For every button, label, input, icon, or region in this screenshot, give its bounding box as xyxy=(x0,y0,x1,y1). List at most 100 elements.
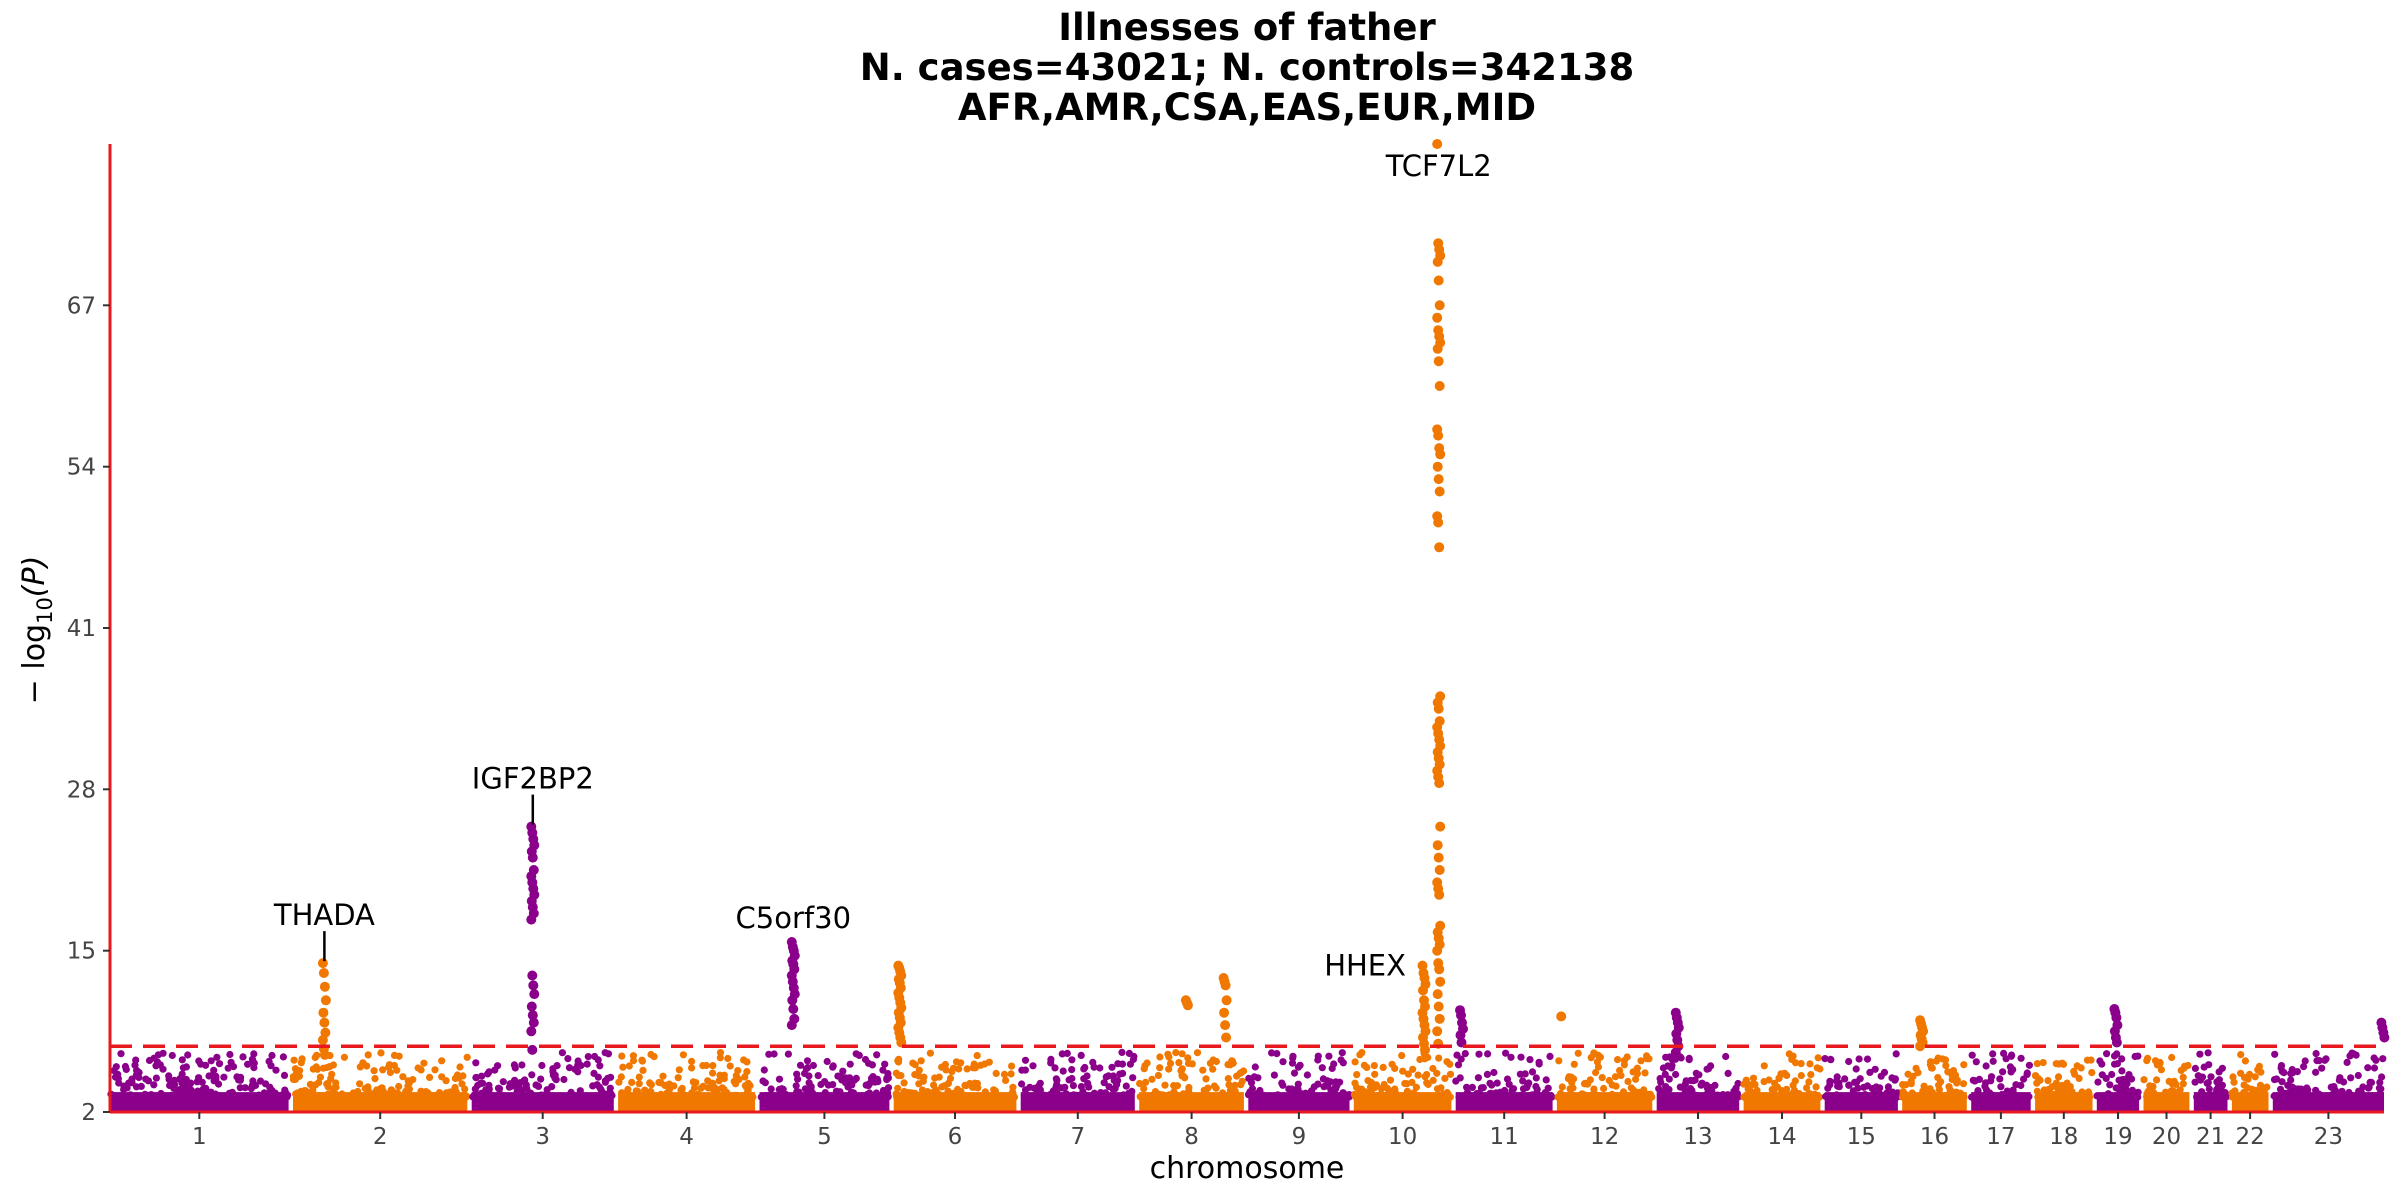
background-point xyxy=(846,1074,854,1082)
peak-point xyxy=(527,852,538,863)
background-point xyxy=(1971,1077,1979,1085)
background-point xyxy=(2118,1055,2126,1063)
background-point xyxy=(843,1093,851,1101)
background-point xyxy=(2128,1086,2136,1094)
background-point xyxy=(208,1092,216,1100)
peak-point xyxy=(527,1044,538,1055)
background-point xyxy=(1429,1092,1437,1100)
background-point xyxy=(723,1093,731,1101)
background-point xyxy=(451,1083,459,1092)
background-point xyxy=(485,1089,493,1097)
background-point xyxy=(412,1093,420,1101)
chart-title: Illnesses of father N. cases=43021; N. c… xyxy=(860,6,1634,129)
background-point xyxy=(1681,1080,1689,1088)
background-point xyxy=(1468,1083,1476,1091)
background-point xyxy=(1502,1049,1510,1057)
background-point xyxy=(987,1092,996,1101)
background-point xyxy=(663,1093,672,1101)
background-point xyxy=(1130,1052,1138,1061)
background-point xyxy=(1541,1089,1549,1097)
background-point xyxy=(1791,1093,1799,1101)
background-point xyxy=(1855,1055,1863,1063)
peak-point xyxy=(1434,300,1445,311)
background-point xyxy=(111,1073,120,1081)
y-tick-label: 2 xyxy=(81,1100,96,1126)
peak-point xyxy=(1434,778,1445,789)
background-point xyxy=(438,1057,446,1065)
background-point xyxy=(601,1077,610,1085)
background-point xyxy=(555,1092,563,1100)
background-point xyxy=(720,1075,728,1083)
background-point xyxy=(1492,1089,1500,1097)
background-point xyxy=(1083,1072,1091,1080)
background-point xyxy=(2103,1050,2111,1058)
background-point xyxy=(2240,1073,2249,1082)
background-point xyxy=(132,1056,140,1064)
background-point xyxy=(1250,1073,1258,1081)
background-point xyxy=(2193,1093,2201,1101)
background-point xyxy=(1954,1093,1963,1101)
background-point xyxy=(1633,1070,1641,1078)
background-point xyxy=(1503,1075,1512,1083)
background-point xyxy=(195,1057,203,1065)
background-point xyxy=(2024,1093,2032,1101)
background-point xyxy=(2008,1093,2016,1101)
background-point xyxy=(2376,1078,2384,1086)
background-point xyxy=(564,1055,572,1063)
background-point xyxy=(1339,1059,1347,1067)
background-point xyxy=(1021,1066,1029,1074)
background-point xyxy=(992,1069,1000,1077)
background-point xyxy=(1184,1091,1192,1099)
background-point xyxy=(456,1063,464,1071)
background-point xyxy=(963,1065,971,1073)
background-point xyxy=(128,1075,136,1083)
background-point xyxy=(207,1057,215,1065)
background-point xyxy=(884,1070,892,1078)
background-point xyxy=(1008,1062,1016,1070)
background-point xyxy=(2008,1051,2016,1059)
background-point xyxy=(1371,1070,1379,1078)
x-tick-label: 5 xyxy=(817,1124,832,1150)
background-point xyxy=(1351,1079,1359,1087)
background-point xyxy=(2039,1059,2047,1067)
background-point xyxy=(2058,1059,2066,1067)
background-point xyxy=(356,1063,364,1071)
background-point xyxy=(386,1068,394,1077)
background-point xyxy=(1164,1050,1172,1058)
background-point xyxy=(182,1075,190,1084)
background-point xyxy=(1997,1083,2005,1091)
background-point xyxy=(1719,1093,1727,1101)
background-point xyxy=(1409,1065,1417,1073)
background-point xyxy=(1684,1092,1692,1100)
background-point xyxy=(1635,1088,1643,1097)
title-line-3: AFR,AMR,CSA,EAS,EUR,MID xyxy=(958,86,1536,129)
peak-point xyxy=(1433,852,1444,863)
background-point xyxy=(639,1066,647,1074)
background-point xyxy=(365,1093,373,1101)
background-point xyxy=(793,1070,801,1078)
background-point xyxy=(1236,1069,1244,1077)
background-point xyxy=(2318,1064,2326,1072)
background-point xyxy=(565,1064,574,1072)
background-point xyxy=(1252,1093,1260,1101)
background-point xyxy=(1170,1088,1178,1096)
background-point xyxy=(340,1053,348,1061)
background-point xyxy=(665,1080,673,1088)
background-point xyxy=(1821,1055,1829,1063)
background-point xyxy=(689,1078,697,1086)
background-point xyxy=(1429,1064,1437,1073)
background-point xyxy=(1662,1083,1670,1091)
background-point xyxy=(704,1077,712,1085)
background-point xyxy=(1935,1086,1943,1094)
background-point xyxy=(1362,1091,1370,1099)
background-point xyxy=(688,1057,696,1065)
background-point xyxy=(1096,1064,1104,1072)
background-point xyxy=(2335,1076,2343,1084)
background-point xyxy=(2372,1056,2380,1064)
background-point xyxy=(2122,1085,2130,1093)
background-point xyxy=(272,1066,280,1074)
peak-point xyxy=(320,995,331,1006)
background-point xyxy=(2178,1093,2186,1101)
background-point xyxy=(802,1065,810,1073)
peak-point xyxy=(1433,703,1444,714)
